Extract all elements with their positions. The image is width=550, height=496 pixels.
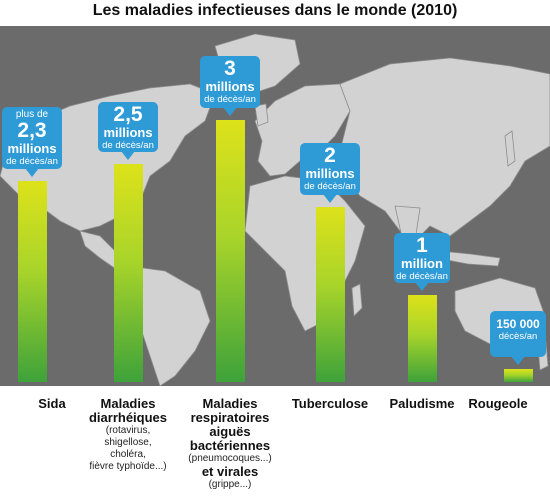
category-name: Maladies diarrhéiques: [88, 396, 168, 425]
data-label-5: 1 million de décès/an: [394, 233, 450, 291]
category-name: et virales: [201, 464, 259, 479]
label-prefix: plus de: [15, 109, 49, 120]
category-name: Maladies respiratoires aiguës bactérienn…: [189, 396, 271, 453]
bar-2: [113, 164, 143, 382]
category-name: Paludisme: [389, 396, 455, 411]
category-detail: (pneumocoques...): [188, 453, 272, 464]
label-value: 2,5: [113, 103, 143, 126]
label-value: 2: [324, 144, 336, 167]
bar-1: [17, 181, 47, 382]
label-value: 3: [224, 57, 236, 80]
data-label-3: 3 millions de décès/an: [200, 56, 260, 116]
data-label-2: 2,5 millions de décès/an: [98, 102, 158, 160]
category-label-2: Maladies diarrhéiques (rotavirus, shigello…: [76, 397, 180, 473]
label-value: 150 000: [496, 317, 540, 331]
label-unit: de décès/an: [396, 271, 448, 282]
chart-title: Les maladies infectieuses dans le monde …: [92, 2, 458, 19]
category-label-4: Tuberculose: [278, 397, 382, 411]
category-detail: fièvre typhoïde...): [89, 461, 167, 472]
label-unit: décès/an: [498, 331, 538, 342]
category-detail: (grippe...): [208, 479, 252, 490]
plot-area: plus de 2,3 millions de décès/an 2,5 millions…: [0, 26, 550, 386]
label-magnitude: millions: [103, 125, 153, 140]
bar-5: [407, 295, 437, 382]
bar-4: [315, 207, 345, 382]
data-label-4: 2 millions de décès/an: [300, 143, 360, 203]
bars-layer: plus de 2,3 millions de décès/an 2,5 millions…: [0, 26, 550, 386]
category-detail: shigellose,: [104, 437, 152, 448]
category-label-5: Paludisme: [370, 397, 474, 411]
label-value: 1: [416, 234, 428, 257]
data-label-6: 150 000 décès/an: [490, 311, 546, 365]
category-label-3: Maladies respiratoires aiguës bactérienn…: [178, 397, 282, 491]
label-magnitude: million: [401, 256, 443, 271]
category-name: Sida: [38, 396, 66, 411]
label-unit: de décès/an: [204, 94, 256, 105]
label-unit: de décès/an: [102, 140, 154, 151]
label-unit: de décès/an: [6, 156, 58, 167]
label-magnitude: millions: [7, 141, 57, 156]
label-magnitude: millions: [305, 166, 355, 181]
label-value: 2,3: [17, 119, 47, 142]
bar-3: [215, 120, 245, 382]
category-label-6: Rougeole: [446, 397, 550, 411]
category-detail: choléra,: [110, 449, 146, 460]
category-name: Rougeole: [468, 396, 528, 411]
category-label-1: Sida: [0, 397, 104, 411]
data-label-1: plus de 2,3 millions de décès/an: [2, 107, 62, 177]
category-detail: (rotavirus,: [105, 425, 151, 436]
label-magnitude: millions: [205, 79, 255, 94]
bar-6: [503, 369, 533, 382]
category-name: Tuberculose: [291, 396, 369, 411]
label-unit: de décès/an: [304, 181, 356, 192]
